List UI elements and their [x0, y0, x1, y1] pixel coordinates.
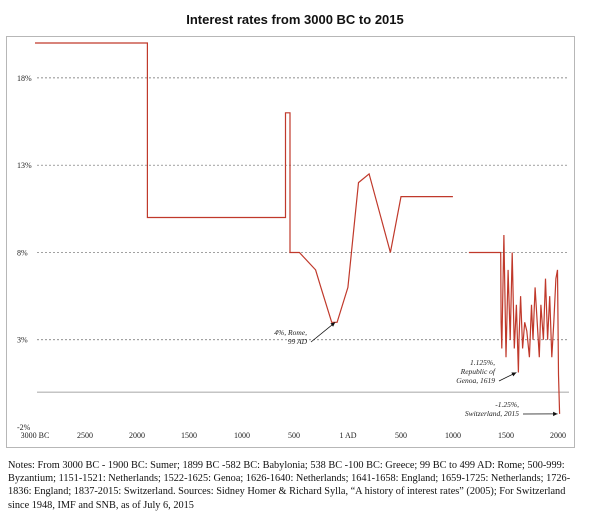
annotation-text: Republic of [460, 367, 496, 376]
y-tick-label: -2% [17, 423, 31, 432]
annotation-text: 4%, Rome, [274, 328, 307, 337]
y-tick-label: 18% [17, 74, 32, 83]
annotation-text: -1.25%, [495, 400, 519, 409]
annotation-arrowhead [511, 372, 517, 377]
x-tick-label: 1000 [445, 431, 461, 440]
y-tick-label: 3% [17, 336, 28, 345]
chart-notes: Notes: From 3000 BC - 1900 BC: Sumer; 18… [8, 460, 571, 511]
annotation-text: Genoa, 1619 [456, 376, 495, 385]
x-tick-label: 1500 [498, 431, 514, 440]
chart-frame: 18% 13% 8% 3% -2% 3000 BC 2500 2000 1500 1000 500 1… [6, 36, 575, 448]
annotation-arrowhead [553, 411, 558, 417]
series-line [35, 42, 453, 323]
annotation-text: 1.125%, [470, 358, 495, 367]
y-tick-label: 13% [17, 161, 32, 170]
x-tick-label: 1500 [181, 431, 197, 440]
x-tick-label: 2500 [77, 431, 93, 440]
x-tick-label: 1000 [234, 431, 250, 440]
x-tick-label: 2000 [550, 431, 566, 440]
chart-title: Interest rates from 3000 BC to 2015 [186, 12, 404, 27]
x-tick-label: 500 [395, 431, 407, 440]
y-tick-label: 8% [17, 248, 28, 257]
x-tick-label: 1 AD [339, 431, 356, 440]
x-tick-label: 3000 BC [21, 431, 50, 440]
annotation-arrowhead [330, 322, 336, 327]
x-tick-label: 500 [288, 431, 300, 440]
annotation-text: 99 AD [288, 337, 308, 346]
series-line [468, 234, 561, 414]
annotation-arrow [310, 321, 336, 343]
x-tick-label: 2000 [129, 431, 145, 440]
annotation-text: Switzerland, 2015 [465, 409, 519, 418]
interest-rate-chart: 18% 13% 8% 3% -2%3000 BC 2500 2000 1500 1000 500 1… [17, 42, 569, 440]
